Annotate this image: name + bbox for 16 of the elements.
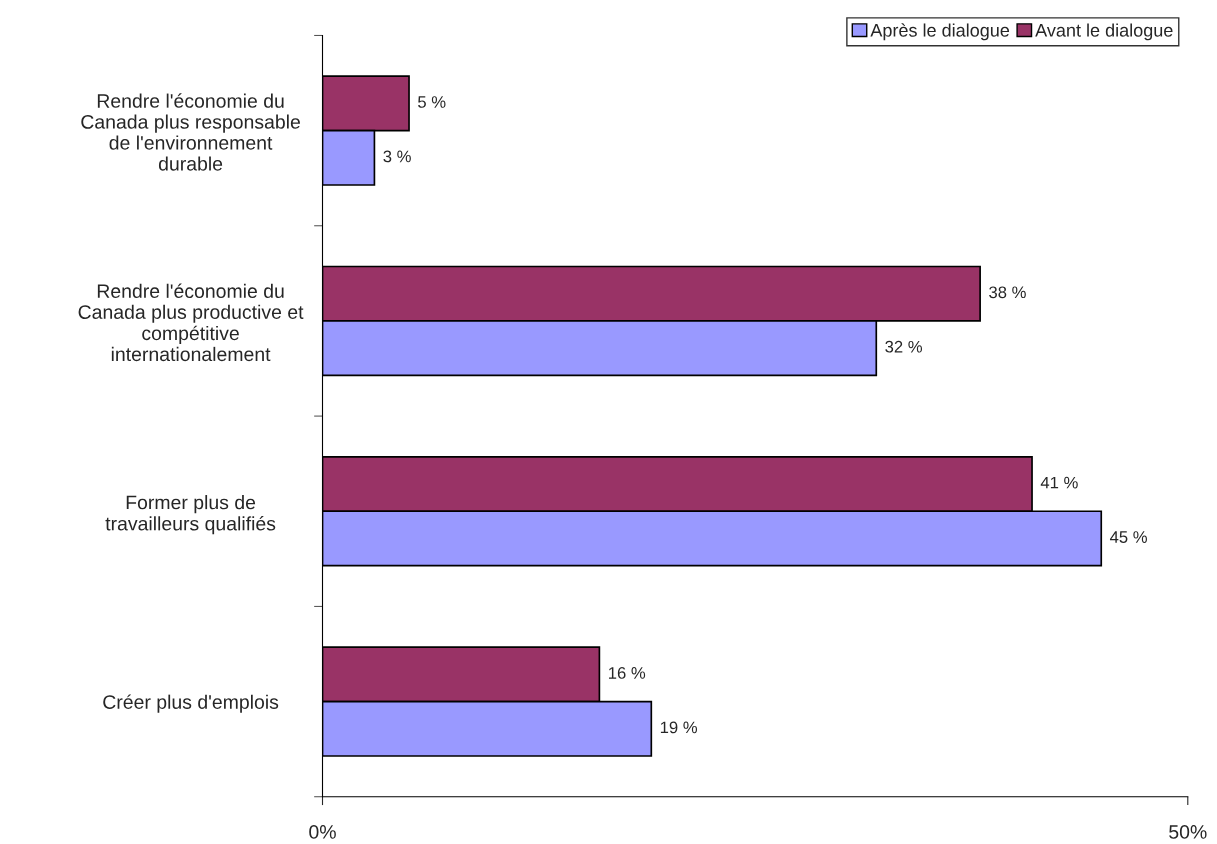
legend-label: Après le dialogue — [870, 23, 1010, 41]
data-label: 32 % — [885, 340, 923, 353]
legend-label: Avant le dialogue — [1035, 23, 1173, 41]
x-tick-label: 50% — [1169, 825, 1207, 839]
y-tick-label: Former plus de travailleurs qualifiés — [105, 495, 276, 535]
y-tick-label: Rendre l'économie du Canada plus productive et compétitive internationalement — [78, 283, 304, 362]
y-tick-label: Rendre l'économie du Canada plus responsable de l'environnement durable — [81, 93, 300, 171]
data-label: 45 % — [1109, 531, 1147, 543]
data-label: 38 % — [989, 286, 1026, 299]
y-tick-label: Créer plus d'emplois — [103, 694, 279, 713]
data-label: 5 % — [418, 96, 446, 108]
data-label: 16 % — [609, 667, 646, 679]
data-label: 41 % — [1040, 476, 1078, 489]
data-label: 19 % — [660, 721, 698, 734]
x-tick-label: 0% — [309, 825, 336, 839]
data-label: 3 % — [383, 150, 411, 163]
